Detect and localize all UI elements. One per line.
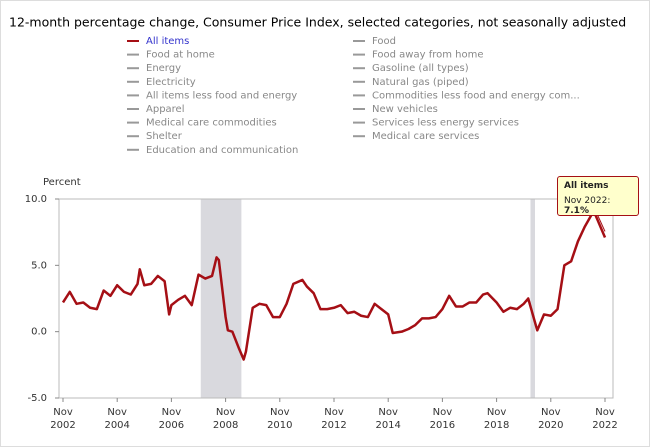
shaded-period	[530, 199, 535, 398]
y-tick-label: 5.0	[31, 260, 47, 271]
x-tick-label: Nov 2006	[158, 407, 185, 431]
y-tick-label: 10.0	[25, 194, 47, 205]
legend-label: Natural gas (piped)	[372, 77, 469, 88]
x-tick-label: Nov 2022	[592, 407, 618, 431]
chart-title: 12-month percentage change, Consumer Pri…	[9, 15, 626, 30]
x-tick-label: Nov 2004	[104, 407, 130, 431]
legend-label: Shelter	[146, 131, 183, 142]
legend-label: Medical care commodities	[146, 118, 277, 129]
y-axis-label: Percent	[43, 177, 81, 188]
x-tick-label: Nov 2020	[538, 407, 564, 431]
legend-label: All items less food and energy	[146, 90, 297, 101]
legend-label: Commodities less food and energy com...	[372, 90, 580, 101]
shaded-period	[200, 199, 242, 398]
legend-label: Food	[372, 36, 396, 47]
y-tick-label: 0.0	[31, 327, 47, 338]
legend-label: Education and communication	[146, 145, 298, 156]
legend-label: Food away from home	[372, 50, 484, 61]
y-tick-label: -5.0	[27, 393, 47, 404]
plot-frame	[58, 198, 614, 399]
x-tick-label: Nov 2018	[483, 407, 510, 431]
x-tick-label: Nov 2008	[212, 407, 239, 431]
tooltip: All items Nov 2022: 7.1%	[557, 176, 639, 216]
legend-label: Apparel	[146, 104, 185, 115]
x-tick-label: Nov 2012	[321, 407, 347, 431]
legend-label: All items	[146, 36, 189, 47]
tooltip-date: Nov 2022:	[564, 196, 611, 206]
x-tick-label: Nov 2002	[50, 407, 76, 431]
legend-label: New vehicles	[372, 104, 438, 115]
legend-label: Medical care services	[372, 131, 479, 142]
x-tick-label: Nov 2010	[267, 407, 293, 431]
tooltip-value: 7.1%	[564, 206, 589, 216]
legend-label: Electricity	[146, 77, 196, 88]
legend-label: Energy	[146, 63, 181, 74]
tooltip-pointer	[597, 215, 606, 232]
legend-label: Services less energy services	[372, 118, 519, 129]
legend-label: Gasoline (all types)	[372, 63, 469, 74]
legend-label: Food at home	[146, 50, 215, 61]
x-tick-label: Nov 2014	[375, 407, 401, 431]
x-tick-label: Nov 2016	[429, 407, 456, 431]
tooltip-title: All items	[564, 181, 609, 191]
data-line	[61, 209, 607, 361]
